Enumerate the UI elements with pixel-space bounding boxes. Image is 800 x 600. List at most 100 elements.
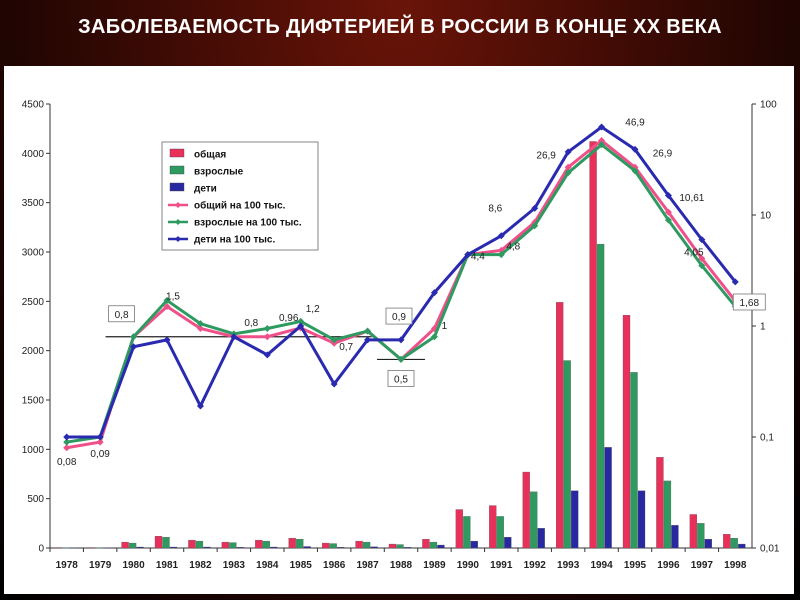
annotation-label: 4,05: [684, 248, 704, 259]
bar-total: [221, 541, 230, 549]
marker-total-rate: [598, 136, 606, 144]
annotation-box: [732, 293, 766, 311]
left-tick-label: 4000: [22, 149, 45, 160]
marker-adults-rate: [631, 167, 639, 175]
x-tick-label: 1992: [524, 560, 547, 571]
marker-total-rate: [698, 255, 706, 263]
legend-label: общая: [194, 149, 226, 161]
bar-total: [422, 538, 430, 549]
annotation-label: 1,68: [740, 298, 760, 309]
bar-children: [570, 490, 579, 549]
bar-children: [69, 547, 77, 549]
marker-children-rate: [397, 336, 405, 344]
bar-adults: [396, 544, 404, 549]
bar-adults: [697, 523, 705, 549]
marker-children-rate: [497, 232, 505, 240]
marker-children-rate: [631, 145, 639, 153]
annotation-label: 1,2: [306, 304, 320, 315]
left-tick-label: 3000: [22, 248, 45, 259]
bar-total: [121, 541, 129, 549]
bar-children: [136, 546, 144, 549]
marker-adults-rate: [698, 262, 706, 270]
x-tick-label: 1986: [323, 560, 346, 571]
x-tick-label: 1991: [490, 560, 513, 571]
x-tick-label: 1998: [724, 560, 747, 571]
bar-adults: [596, 243, 605, 549]
left-tick-label: 1000: [22, 445, 45, 456]
bar-children: [604, 447, 612, 549]
marker-adults-rate: [664, 216, 672, 224]
marker-children-rate: [698, 236, 706, 244]
marker-adults-rate: [63, 438, 71, 446]
x-tick-label: 1990: [457, 560, 480, 571]
x-tick-label: 1981: [156, 560, 179, 571]
marker-total-rate: [664, 208, 672, 216]
annotation-label: 0,08: [57, 457, 77, 468]
legend-swatch-bar: [169, 165, 185, 175]
marker-adults-rate: [497, 251, 505, 259]
legend-label: взрослые: [194, 167, 244, 178]
marker-children-rate: [464, 251, 472, 259]
marker-adults-rate: [531, 222, 539, 230]
x-tick-label: 1995: [624, 560, 647, 571]
marker-children-rate: [230, 333, 238, 341]
bar-children: [336, 547, 345, 549]
bar-children: [470, 540, 479, 549]
marker-adults-rate: [297, 317, 305, 325]
bar-children: [102, 547, 111, 549]
annotation-label: 10,61: [679, 193, 704, 204]
marker-adults-rate: [163, 296, 171, 304]
marker-adults-rate: [130, 333, 138, 341]
legend-label: общий на 100 тыс.: [194, 200, 286, 212]
bar-adults: [229, 542, 237, 549]
left-tick-label: 0: [38, 544, 44, 555]
legend-box: [161, 141, 319, 251]
chart-area: 0 500 1000 1500 2000 2500 3000 3500 4000 4500 0,01…: [4, 66, 794, 594]
bar-children: [704, 538, 713, 549]
legend-swatch-marker: [175, 202, 181, 208]
left-tick-label: 1500: [22, 396, 45, 407]
marker-adults-rate: [263, 324, 271, 332]
bar-children: [537, 528, 545, 549]
marker-children-rate: [130, 343, 138, 351]
annotation-label: 26,9: [536, 150, 556, 161]
bar-total: [255, 539, 263, 549]
bar-adults: [195, 540, 204, 549]
legend-swatch-marker: [175, 219, 181, 225]
marker-total-rate: [263, 333, 271, 341]
right-tick-label: 0,1: [760, 433, 774, 444]
annotation-box: [387, 370, 415, 387]
bar-adults: [329, 543, 337, 549]
bar-total: [355, 540, 363, 549]
annotation-label: 46,9: [625, 117, 645, 128]
bar-children: [637, 490, 646, 549]
bar-total: [555, 302, 564, 549]
right-tick-label: 0,01: [760, 544, 780, 555]
bar-children: [671, 525, 679, 549]
bar-adults: [630, 372, 638, 549]
bar-total: [656, 457, 664, 549]
annotation-label: 0,09: [90, 449, 110, 460]
x-tick-label: 1987: [356, 560, 379, 571]
marker-children-rate: [564, 148, 572, 156]
marker-adults-rate: [330, 336, 338, 344]
marker-adults-rate: [598, 141, 606, 149]
marker-total-rate: [163, 302, 171, 310]
annotation-label: 0,8: [115, 310, 129, 321]
annotation-label: 0,7: [339, 342, 353, 353]
x-tick-label: 1988: [390, 560, 413, 571]
marker-children-rate: [664, 191, 672, 199]
bar-total: [589, 141, 597, 549]
bar-adults: [429, 541, 438, 549]
annotation-label: 26,9: [653, 148, 673, 159]
marker-children-rate: [430, 289, 438, 297]
left-tick-label: 500: [27, 494, 44, 505]
bar-adults: [563, 360, 571, 549]
legend-label: дети: [194, 184, 217, 195]
annotation-label: 4,8: [506, 241, 520, 252]
bar-total: [723, 534, 731, 549]
bar-adults: [730, 537, 738, 549]
bar-adults: [296, 538, 304, 549]
bar-children: [504, 536, 512, 549]
bar-children: [236, 547, 245, 549]
